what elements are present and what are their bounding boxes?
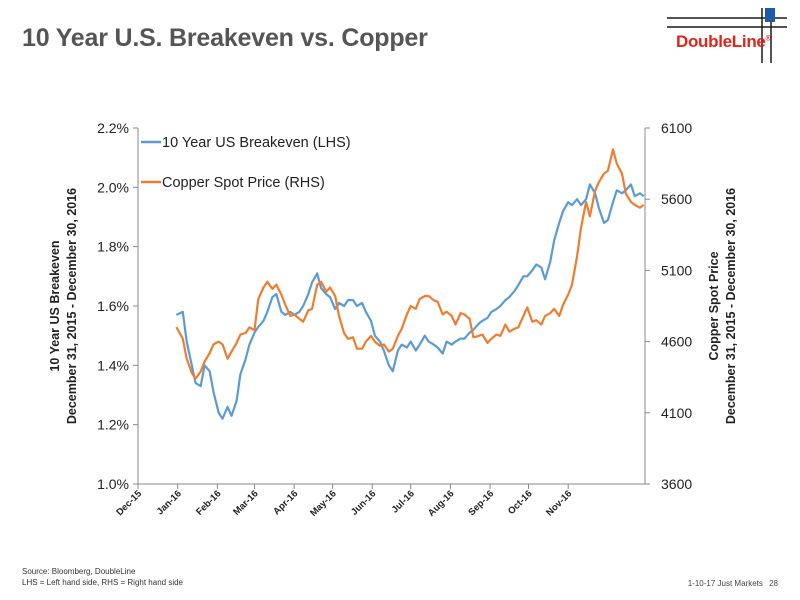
footer-page-info: 1-10-17 Just Markets 28	[684, 579, 778, 588]
logo-grid-lines	[667, 8, 787, 63]
legend-label-copper: Copper Spot Price (RHS)	[162, 175, 325, 191]
x-tick-label: Feb-16	[194, 488, 223, 517]
left-axis-subtitle: December 31, 2015 - December 30, 2016	[65, 188, 79, 424]
x-tick-label: Jun-16	[349, 488, 378, 517]
x-tick-label: Jul-16	[390, 488, 417, 515]
x-tick-label: May-16	[308, 488, 339, 519]
x-tick-label: Jan-16	[155, 488, 184, 517]
axis-note: LHS = Left hand side, RHS = Right hand s…	[22, 578, 183, 587]
doubleline-logo: DoubleLine®	[676, 32, 771, 51]
x-tick-label: Aug-16	[426, 488, 457, 519]
right-tick-label: 5100	[661, 262, 692, 278]
right-tick-label: 3600	[661, 476, 692, 492]
copper-series-line	[175, 148, 645, 380]
right-axis-subtitle: December 31, 2015 - December 30, 2016	[724, 188, 738, 424]
breakeven-copper-chart: 10 Year US Breakeven December 31, 2015 - …	[48, 120, 738, 519]
page-number: 28	[769, 579, 778, 588]
right-tick-label: 6100	[661, 120, 692, 136]
x-tick-label: Mar-16	[231, 488, 260, 517]
right-tick-label: 5600	[661, 191, 692, 207]
left-tick-label: 2.2%	[97, 120, 129, 136]
right-tick-label: 4100	[661, 405, 692, 421]
left-tick-label: 2.0%	[97, 179, 129, 195]
legend-label-breakeven: 10 Year US Breakeven (LHS)	[162, 135, 351, 151]
x-tick-label: Oct-16	[506, 488, 535, 517]
x-tick-label: Nov-16	[544, 488, 574, 518]
left-axis-title: 10 Year US Breakeven	[48, 240, 62, 371]
left-tick-label: 1.4%	[97, 357, 129, 373]
left-tick-label: 1.0%	[97, 476, 129, 492]
x-tick-label: Sep-16	[466, 488, 496, 518]
left-tick-label: 1.6%	[97, 298, 129, 314]
left-tick-label: 1.8%	[97, 239, 129, 255]
source-note: Source: Bloomberg, DoubleLine	[22, 567, 136, 576]
page-title: 10 Year U.S. Breakeven vs. Copper	[22, 24, 428, 52]
footer-notes: Source: Bloomberg, DoubleLine LHS = Left…	[22, 566, 183, 588]
left-tick-label: 1.2%	[97, 417, 129, 433]
deck-name: 1-10-17 Just Markets	[687, 579, 763, 588]
right-tick-label: 4600	[661, 334, 692, 350]
breakeven-series-line	[175, 183, 645, 420]
right-axis-title: Copper Spot Price	[707, 251, 721, 360]
x-tick-label: Apr-16	[271, 488, 300, 517]
x-tick-label: Dec-15	[114, 488, 144, 518]
